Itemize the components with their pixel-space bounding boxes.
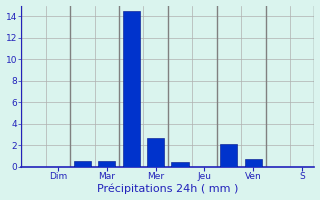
X-axis label: Précipitations 24h ( mm ): Précipitations 24h ( mm ) xyxy=(97,184,238,194)
Bar xyxy=(98,161,115,167)
Bar xyxy=(74,161,91,167)
Bar xyxy=(172,162,188,167)
Bar xyxy=(123,11,140,167)
Bar xyxy=(147,138,164,167)
Bar xyxy=(220,144,237,167)
Bar xyxy=(245,159,262,167)
